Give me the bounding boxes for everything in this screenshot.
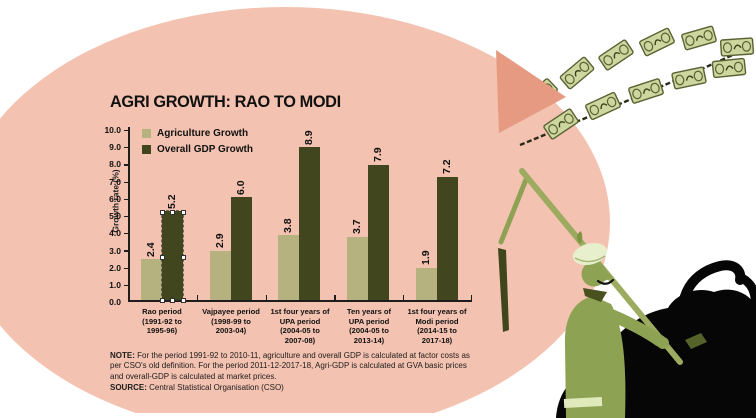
- bar-value-label: 7.9: [372, 147, 384, 163]
- bar-agriculture-upa1[interactable]: [278, 235, 299, 301]
- footnote: NOTE: For the period 1991-92 to 2010-11,…: [110, 351, 474, 394]
- y-tick-label: 1.0: [109, 280, 121, 290]
- bar-value-label: 3.7: [351, 219, 363, 235]
- bar-value-label: 2.9: [214, 233, 226, 249]
- legend-label: Agriculture Growth: [157, 128, 249, 139]
- note-label: NOTE:: [110, 351, 135, 360]
- y-tickmark: [124, 198, 128, 201]
- selection-handle[interactable]: [180, 298, 186, 303]
- y-axis-line: [128, 127, 130, 302]
- plot-area: 2.4 5.2 2.9 6.0 3.8 8.9 3.7 7.9 1.9 7.2: [124, 127, 472, 303]
- bar-gdp-upa1[interactable]: [299, 147, 320, 301]
- bar-value-label: 1.9: [420, 250, 432, 266]
- bar-agriculture-rao[interactable]: [141, 259, 162, 301]
- x-axis-category-labels: Rao period (1991-92 to 1995-96) Vajpayee…: [128, 307, 472, 355]
- selection-handle[interactable]: [180, 254, 186, 260]
- y-tickmark: [124, 267, 128, 269]
- category-label-upa10: Ten years of UPA period (2004-05 to 2013…: [346, 307, 392, 345]
- bar-gdp-vajpayee[interactable]: [231, 197, 252, 301]
- y-tickmark: [124, 147, 128, 149]
- x-tickmark: [403, 295, 405, 302]
- x-tickmark: [470, 295, 472, 302]
- y-tickmark: [124, 130, 128, 132]
- y-tickmark: [124, 181, 128, 183]
- y-tick-label: 4.0: [109, 228, 121, 238]
- selection-handle[interactable]: [159, 254, 165, 260]
- x-tickmark: [265, 295, 267, 302]
- bar-value-label: 3.8: [282, 218, 294, 233]
- legend-item-gdp: Overall GDP Growth: [142, 144, 253, 155]
- gdp-swatch-icon: [142, 145, 151, 154]
- y-tickmark: [124, 250, 128, 252]
- x-tickmark: [196, 295, 199, 302]
- bar-value-label: 2.4: [145, 242, 157, 257]
- category-label-modi: 1st four years of Modi period (2014-15 t…: [407, 307, 467, 345]
- y-tickmark: [124, 216, 128, 218]
- selection-handle[interactable]: [180, 210, 186, 215]
- y-tick-label: 7.0: [109, 177, 121, 187]
- farmer-mustache: [596, 278, 615, 285]
- bar-gdp-rao[interactable]: [161, 209, 184, 302]
- source-body: Central Statistical Organisation (CSO): [146, 383, 284, 393]
- bar-value-label: 8.9: [303, 130, 315, 145]
- category-label-upa1: 1st four years of UPA period (2004-05 to…: [270, 307, 330, 345]
- category-label-rao: Rao period (1991-92 to 1995-96): [142, 307, 182, 336]
- x-axis-line: [128, 300, 472, 302]
- y-tick-label: 10.0: [104, 125, 121, 135]
- bull-ear-leaf: [685, 333, 707, 349]
- y-tick-label: 3.0: [109, 246, 121, 256]
- legend: Agriculture Growth Overall GDP Growth: [142, 128, 253, 160]
- source-text: SOURCE: Central Statistical Organisation…: [110, 383, 474, 393]
- bar-value-label: 5.2: [166, 193, 178, 209]
- bar-agriculture-vajpayee[interactable]: [210, 250, 231, 301]
- note-body: For the period 1991-92 to 2010-11, agric…: [110, 351, 470, 381]
- y-tick-label: 5.0: [109, 211, 121, 221]
- chart-title: AGRI GROWTH: RAO TO MODI: [110, 92, 341, 111]
- selection-handle[interactable]: [159, 210, 165, 215]
- bar-gdp-modi[interactable]: [437, 176, 458, 301]
- bar-agriculture-upa10[interactable]: [347, 236, 368, 301]
- y-tickmark: [124, 284, 128, 287]
- category-label-vajpayee: Vajpayee period (1998-99 to 2003-04): [202, 307, 260, 336]
- bar-value-label: 6.0: [235, 180, 247, 195]
- x-tickmark: [334, 295, 336, 302]
- y-tick-label: 2.0: [109, 263, 121, 273]
- y-tick-label: 9.0: [109, 142, 121, 152]
- bottom-white-margin: [0, 413, 520, 418]
- source-label: SOURCE:: [110, 383, 147, 393]
- legend-item-agriculture: Agriculture Growth: [142, 128, 253, 139]
- y-tick-label: 6.0: [109, 194, 121, 204]
- agriculture-swatch-icon: [142, 129, 151, 138]
- ankle-band: [563, 397, 603, 408]
- farmer-arm: [598, 306, 666, 347]
- note-text: NOTE: For the period 1991-92 to 2010-11,…: [110, 351, 474, 382]
- selection-handle[interactable]: [170, 298, 175, 303]
- bar-agriculture-modi[interactable]: [416, 267, 437, 301]
- farmer-nose: [604, 270, 613, 281]
- legend-label: Overall GDP Growth: [157, 144, 253, 155]
- selection-handle[interactable]: [159, 298, 165, 303]
- y-tick-label: 8.0: [109, 159, 121, 169]
- selection-handle[interactable]: [170, 210, 175, 215]
- bar-value-label: 7.2: [441, 159, 453, 175]
- y-tickmark: [124, 233, 128, 235]
- bar-gdp-upa10[interactable]: [368, 164, 389, 301]
- y-axis-tick-labels: 10.0 9.0 8.0 7.0 6.0 5.0 4.0 3.0 2.0 1.0…: [94, 125, 124, 307]
- y-tickmark: [124, 164, 128, 166]
- farmer-hand: [657, 337, 669, 349]
- y-tick-label: 0.0: [109, 297, 121, 307]
